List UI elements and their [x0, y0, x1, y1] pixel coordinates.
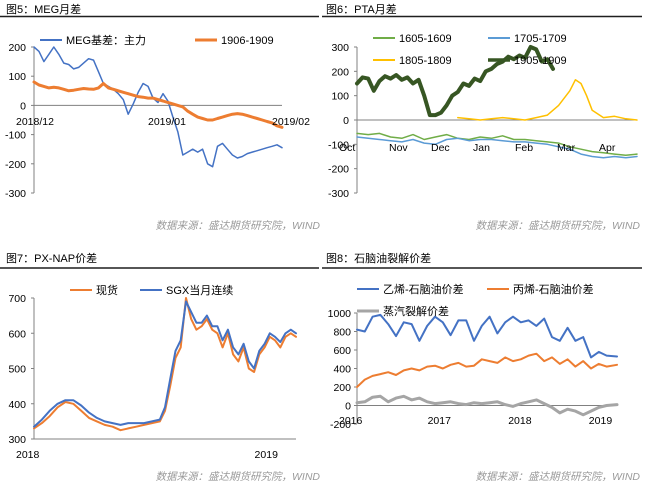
y-tick-label: 300: [8, 434, 26, 446]
y-tick-label: 200: [333, 382, 351, 394]
y-tick-label: 0: [343, 115, 349, 127]
legend-label: 1705-1709: [514, 33, 567, 45]
y-tick-label: 100: [331, 91, 349, 103]
series-line-2: [356, 352, 618, 388]
y-tick-label: 700: [8, 293, 26, 305]
y-tick-label: -200: [330, 419, 351, 431]
chart-caption: 图8：石脑油裂解价差: [326, 251, 431, 265]
legend-label: 蒸汽裂解价差: [383, 304, 449, 318]
x-tick-label: Dec: [431, 142, 450, 154]
source-note: 数据来源：盛达期货研究院，WIND: [476, 471, 641, 483]
series-line-3: [457, 79, 638, 121]
x-tick-label: Apr: [599, 142, 616, 154]
x-tick-label: Oct: [339, 142, 355, 154]
y-tick-label: -100: [5, 130, 26, 142]
source-note: 数据来源：盛达期货研究院，WIND: [156, 220, 321, 232]
series-line-1: [33, 297, 297, 432]
x-tick-label: 2017: [428, 415, 452, 427]
y-tick-label: -300: [5, 188, 26, 200]
fig5-panel: 图5：MEG月差 -300 -200 -100 0 100 200 2018/12 2019/0…: [0, 2, 320, 232]
y-tick-label: 200: [331, 66, 349, 78]
y-tick-label: 200: [8, 42, 26, 54]
y-tick-label: 600: [8, 328, 26, 340]
y-tick-label: 400: [333, 364, 351, 376]
y-tick-label: -100: [328, 139, 349, 151]
series-line-4: [355, 45, 555, 118]
x-tick-label: 2016: [339, 415, 363, 427]
series-line-1: [356, 313, 618, 359]
y-tick-label: 500: [8, 364, 26, 376]
series-line-1: [33, 46, 283, 168]
legend-label: 丙烯-石脑油价差: [513, 282, 594, 296]
chart-caption: 图7：PX-NAP价差: [6, 251, 97, 265]
series-line-1: [356, 132, 638, 157]
legend-label: 1905-1909: [514, 55, 567, 67]
source-note: 数据来源：盛达期货研究院，WIND: [156, 471, 321, 483]
fig8-panel: 图8：石脑油裂解价差 -200 0 200 400 600 800 1000 2016 2017 2…: [322, 251, 642, 483]
series-line-3: [355, 394, 619, 417]
source-note: 数据来源：盛达期货研究院，WIND: [476, 220, 641, 232]
y-tick-label: -200: [5, 159, 26, 171]
legend-label: 1906-1909: [221, 35, 274, 47]
y-tick-label: 100: [8, 71, 26, 83]
x-tick-label: 2019/02: [272, 116, 310, 128]
legend-label: 1605-1609: [399, 33, 452, 45]
legend-label: 1805-1809: [399, 55, 452, 67]
y-tick-label: 1000: [328, 308, 352, 320]
x-tick-label: 2018: [508, 415, 532, 427]
x-tick-label: Nov: [389, 142, 408, 154]
chart-caption: 图6：PTA月差: [326, 2, 397, 16]
x-tick-label: 2018/12: [16, 116, 54, 128]
fig7-panel: 图7：PX-NAP价差 300 400 500 600 700 2018 2019 现货 SGX当…: [0, 251, 320, 483]
x-tick-label: Feb: [515, 142, 533, 154]
chart-caption: 图5：MEG月差: [6, 2, 81, 16]
x-tick-label: 2019/01: [148, 116, 186, 128]
legend-label: SGX当月连续: [166, 283, 233, 297]
x-tick-label: Mar: [557, 142, 576, 154]
x-tick-label: Jan: [473, 142, 490, 154]
x-tick-label: 2019: [255, 449, 279, 461]
legend-label: 现货: [96, 283, 118, 297]
y-tick-label: -300: [328, 188, 349, 200]
legend-label: MEG基差：主力: [66, 33, 146, 47]
series-line-2: [356, 136, 638, 159]
y-tick-label: 600: [333, 345, 351, 357]
y-tick-label: 800: [333, 327, 351, 339]
y-tick-label: 0: [20, 100, 26, 112]
legend-label: 乙烯-石脑油价差: [383, 282, 464, 296]
x-tick-label: 2019: [589, 415, 613, 427]
y-tick-label: 0: [345, 401, 351, 413]
fig6-panel: 图6：PTA月差 -300 -200 -100 0 100 200 300 Oct Nov Dec J…: [322, 2, 642, 232]
y-tick-label: 300: [331, 42, 349, 54]
x-tick-label: 2018: [16, 449, 40, 461]
y-tick-label: 400: [8, 399, 26, 411]
y-tick-label: -200: [328, 164, 349, 176]
series-line-2: [33, 300, 297, 428]
series-line-2: [32, 80, 284, 129]
